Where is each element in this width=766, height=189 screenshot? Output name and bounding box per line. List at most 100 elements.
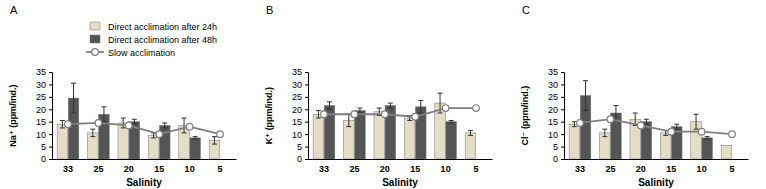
error-bar [71,83,76,113]
tick: 20 [292,105,308,115]
error-cap [674,124,679,125]
error-bar [583,81,588,111]
error-cap [418,100,423,101]
plot-area: 0510152025303533252015105 [548,67,749,174]
tick-label: 25 [292,92,302,102]
tick-label: 10 [292,130,302,140]
legend-swatch [90,35,100,43]
marks [313,93,479,159]
tick: 25 [548,92,564,102]
tick: 5 [41,142,52,152]
error-cap [151,137,156,138]
tick: 33 [319,159,329,174]
legend-label: Direct acclimation after 48h [108,35,217,45]
error-cap [71,113,76,114]
error-bar [346,114,351,126]
error-cap [132,119,137,120]
error-cap [449,122,454,123]
error-line [214,137,215,144]
tick-mark [561,147,564,148]
tick-label: 5 [297,142,302,152]
error-cap [705,139,710,140]
bar [404,118,415,159]
error-bar [162,123,167,128]
tick-label: 30 [36,80,46,90]
error-cap [468,130,473,131]
tick-label: 0 [41,154,46,164]
tick-mark [305,109,308,110]
tick-label: 10 [185,164,195,174]
error-bar [674,124,679,129]
error-line [585,81,586,111]
tick-mark [49,122,52,123]
tick: 15 [548,117,564,127]
tick-mark [305,122,308,123]
legend-label: Direct acclimation after 24h [108,22,217,32]
tick: 0 [553,154,564,164]
legend-label: Slow acclimation [108,48,175,58]
tick: 35 [548,67,564,77]
tick-label: 33 [575,164,585,174]
tick-label: 10 [441,164,451,174]
tick-label: 20 [292,105,302,115]
y-axis-title: Cl⁻ (ppm/ind.) [520,86,530,146]
error-cap [644,119,649,120]
tick: 10 [548,130,564,140]
error-cap [449,120,454,121]
bar [159,125,170,159]
tick: 5 [297,142,308,152]
error-line [73,83,74,113]
marker [729,131,736,138]
marks [57,83,223,159]
tick: 20 [124,159,134,174]
error-cap [468,135,473,136]
tick-mark [49,159,52,160]
tick-label: 25 [605,164,615,174]
tick-mark [49,84,52,85]
tick-label: 15 [548,117,558,127]
tick: 0 [297,154,308,164]
error-bar [388,103,393,108]
tick-mark [49,72,52,73]
error-cap [438,93,443,94]
y-axis: 05101520253035 [548,67,565,164]
bar [190,138,201,159]
panel: 0510152025303533252015105ASalinityNa⁺ (p… [8,4,237,188]
legend-item: Slow acclimation [86,48,175,58]
tick-label: 33 [319,164,329,174]
tick: 20 [548,105,564,115]
tick: 5 [218,159,223,174]
bar [148,135,159,159]
bar [355,111,366,159]
error-cap [132,124,137,125]
bar [88,133,99,159]
plot-area: 0510152025303533252015105 [292,67,493,174]
bar [374,112,385,159]
tick: 25 [605,159,615,174]
error-cap [613,105,618,106]
y-axis: 05101520253035 [36,67,53,164]
tick: 15 [36,117,52,127]
axis-line [565,159,749,160]
y-axis: 05101520253035 [292,67,309,164]
error-line [359,108,360,113]
error-bar [468,130,473,135]
bar [446,122,457,159]
error-cap [346,126,351,127]
tick-mark [305,134,308,135]
tick: 10 [36,130,52,140]
y-axis-title: K⁺ (ppm/ind.) [264,87,274,144]
marker [381,111,388,118]
tick: 20 [636,159,646,174]
legend: Direct acclimation after 24h Direct accli… [86,22,217,58]
error-cap [101,121,106,122]
marker [65,121,72,128]
tick-mark [561,109,564,110]
error-cap [572,126,577,127]
tick-label: 20 [380,164,390,174]
bar [57,124,68,159]
tick-mark [561,159,564,160]
error-line [696,114,697,129]
axis-line [561,73,565,160]
tick: 25 [292,92,308,102]
